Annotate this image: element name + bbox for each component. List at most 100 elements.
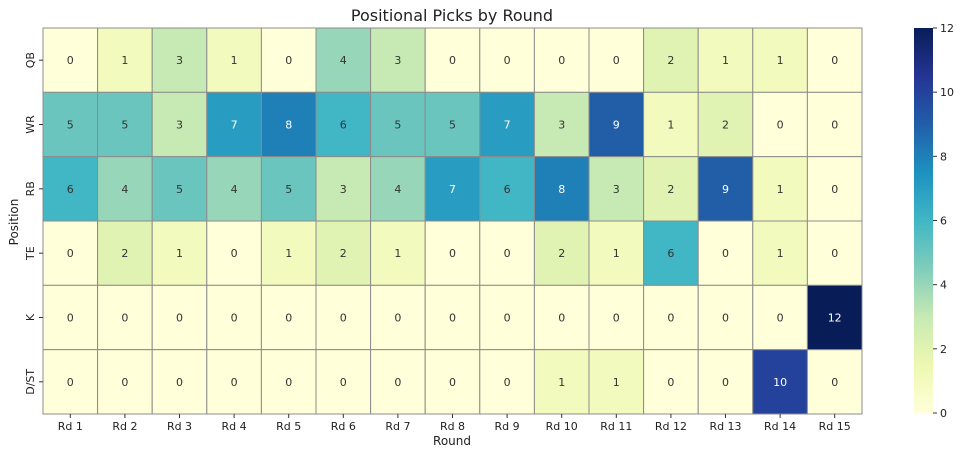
heatmap-cell [315, 156, 372, 222]
heatmap-cell [533, 27, 590, 93]
cell-value-label: 0 [504, 376, 511, 389]
heatmap-cell [42, 27, 99, 93]
cell-value-label: 0 [176, 376, 183, 389]
cell-value-label: 8 [558, 183, 565, 196]
cell-value-label: 0 [449, 376, 456, 389]
heatmap-cell [206, 349, 262, 415]
heatmap-cell [752, 284, 808, 351]
heatmap-cell [752, 27, 808, 93]
x-tick-label: Rd 5 [276, 420, 301, 433]
cell-value-label: 1 [394, 247, 401, 260]
heatmap-cell [151, 91, 208, 158]
heatmap-cell [260, 91, 317, 158]
y-axis-label: Position [7, 199, 21, 246]
colorbar [914, 28, 933, 413]
cell-value-label: 0 [449, 312, 456, 325]
heatmap-cell [370, 91, 426, 158]
heatmap-cell [206, 220, 262, 286]
cell-value-label: 0 [831, 54, 838, 67]
colorbar-ticks: 0 2 4 6 8 10 12 [933, 22, 954, 420]
heatmap-cell [533, 91, 590, 158]
cell-value-label: 7 [231, 119, 238, 132]
x-tick-label: Rd 2 [112, 420, 137, 433]
cell-value-label: 5 [449, 119, 456, 132]
heatmap-cell [752, 220, 808, 286]
cell-value-label: 2 [558, 247, 565, 260]
cell-value-label: 1 [558, 376, 565, 389]
cell-value-label: 1 [285, 247, 292, 260]
heatmap-cell [206, 91, 262, 158]
y-tick-label: TE [24, 246, 37, 261]
heatmap-cell [697, 284, 754, 351]
cell-value-label: 3 [176, 54, 183, 67]
cell-value-label: 0 [831, 247, 838, 260]
cell-value-label: 6 [667, 247, 674, 260]
cell-value-label: 1 [613, 376, 620, 389]
cell-value-label: 0 [722, 247, 729, 260]
heatmap-cell [479, 349, 535, 415]
heatmap-cell [97, 91, 153, 158]
x-tick-label: Rd 1 [58, 420, 83, 433]
cell-value-label: 0 [231, 247, 238, 260]
cell-value-label: 0 [285, 312, 292, 325]
cell-value-label: 3 [340, 183, 347, 196]
colorbar-tick-label: 8 [940, 150, 947, 163]
heatmap-cell [151, 27, 208, 93]
heatmap-cell [752, 349, 808, 415]
x-tick-label: Rd 9 [495, 420, 520, 433]
heatmap-cell [533, 284, 590, 351]
heatmap-cell [479, 284, 535, 351]
x-tick-label: Rd 15 [819, 420, 851, 433]
cell-value-label: 0 [504, 54, 511, 67]
cell-value-label: 0 [67, 247, 74, 260]
cell-value-label: 0 [831, 119, 838, 132]
cell-value-label: 5 [176, 183, 183, 196]
heatmap-cell [206, 284, 262, 351]
cell-value-label: 0 [449, 54, 456, 67]
y-axis-ticks: QB WR RB TE K D/ST [24, 52, 43, 395]
heatmap-cell [643, 91, 699, 158]
heatmap-cell [97, 220, 153, 286]
cell-value-label: 0 [613, 312, 620, 325]
cell-value-label: 5 [285, 183, 292, 196]
heatmap-cell [643, 27, 699, 93]
cell-value-label: 1 [777, 54, 784, 67]
heatmap-cell [588, 220, 645, 286]
cell-value-label: 3 [176, 119, 183, 132]
cell-value-label: 4 [394, 183, 401, 196]
x-axis-ticks: Rd 1 Rd 2 Rd 3 Rd 4 Rd 5 Rd 6 Rd 7 Rd 8 Rd 9 Rd 1… [58, 414, 851, 433]
x-tick-label: Rd 13 [709, 420, 741, 433]
heatmap-cell [533, 220, 590, 286]
heatmap-cell [806, 156, 863, 222]
cell-value-label: 1 [777, 183, 784, 196]
heatmap-cell [424, 284, 481, 351]
heatmap-cell [424, 349, 481, 415]
cell-value-label: 0 [558, 312, 565, 325]
cell-value-label: 0 [285, 376, 292, 389]
heatmap-cell [97, 349, 153, 415]
cell-value-label: 4 [340, 54, 347, 67]
heatmap-cell [260, 220, 317, 286]
cell-value-label: 1 [722, 54, 729, 67]
colorbar-tick-label: 4 [940, 279, 947, 292]
cell-value-label: 0 [831, 183, 838, 196]
heatmap-cell [315, 91, 372, 158]
cell-value-label: 0 [231, 312, 238, 325]
x-tick-label: Rd 8 [440, 420, 465, 433]
heatmap-cell [643, 349, 699, 415]
cell-value-label: 7 [504, 119, 511, 132]
heatmap-cell [697, 156, 754, 222]
heatmap-cell [42, 349, 99, 415]
heatmap-cell [315, 27, 372, 93]
heatmap-cell [806, 349, 863, 415]
y-tick-label: QB [24, 52, 37, 68]
cell-value-label: 2 [667, 183, 674, 196]
cell-value-label: 0 [667, 376, 674, 389]
cell-value-label: 0 [667, 312, 674, 325]
heatmap-cell [643, 284, 699, 351]
colorbar-tick-label: 6 [940, 215, 947, 228]
colorbar-tick-label: 12 [940, 22, 954, 35]
cell-value-label: 0 [504, 247, 511, 260]
heatmap-cell [424, 220, 481, 286]
cell-value-label: 0 [777, 312, 784, 325]
